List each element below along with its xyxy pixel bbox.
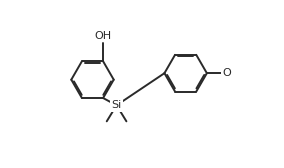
Text: O: O (222, 68, 231, 78)
Text: OH: OH (95, 31, 112, 41)
Text: Si: Si (111, 100, 122, 110)
